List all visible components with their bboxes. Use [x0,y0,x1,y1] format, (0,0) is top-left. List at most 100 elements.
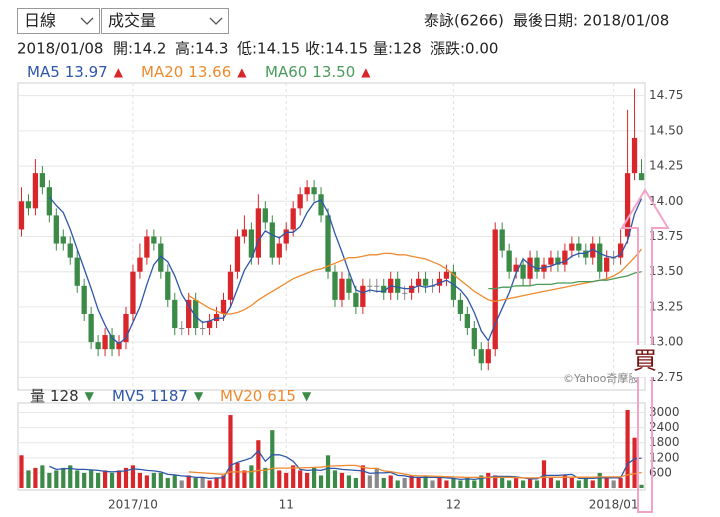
candle-body [499,229,505,251]
volume-bar [270,430,275,488]
candle-body [597,243,603,272]
volume-bar [277,470,282,488]
volume-bar [527,477,533,488]
x-tick-label: 2017/10 [108,498,158,512]
buy-box [632,345,658,377]
candle-body [227,271,234,300]
volume-bar [256,440,261,488]
volume-bar [402,477,407,488]
legend-arrow: ▲ [361,65,371,79]
candle-body [18,201,25,230]
volume-bar [346,475,352,488]
candle-body [436,278,443,286]
quote-item: 量:128 [373,40,422,58]
volume-bar [235,462,240,488]
quote-item: 低:14.15 [237,40,300,58]
candle-body [492,229,498,350]
volume-bar [562,475,567,488]
candle-body [339,278,345,300]
candle-body [506,250,512,272]
y-tick-label: 14.50 [649,123,683,137]
candle-body [520,264,526,279]
candle-body [67,243,73,258]
legend-value: 128 [50,387,79,405]
volume-bar [507,480,512,488]
volume-bar [625,410,630,488]
x-tick-label: 2018/01 [589,498,639,512]
volume-bar [151,472,156,488]
legend-name: MV20 [220,387,262,405]
quote-item: 開:14.2 [113,40,166,58]
candle-body [381,285,387,293]
legend-item: 量 128 ▼ [30,387,95,405]
candle-body [25,201,32,209]
candle-body [332,271,338,300]
volume-bar [409,475,414,488]
volume-bar [214,477,219,488]
volume-bar [451,477,456,488]
volume-frame [17,402,646,491]
volume-bar [61,467,66,488]
candle-body [541,264,547,272]
legend-value: 13.66 [188,63,231,81]
candle-body [395,278,401,293]
volume-bar [458,480,463,488]
volume-bar [374,467,379,488]
volume-bar [353,477,358,488]
candle-body [318,194,324,216]
quote-item: 高:14.3 [175,40,228,58]
candle-body [464,313,470,329]
candle-body [262,208,268,223]
volume-bar [144,475,149,488]
volume-bar [416,477,421,488]
candle-body [186,299,192,329]
candle-body [81,285,87,314]
legend-item: MV5 1187 ▼ [112,387,204,405]
legend-value: 615 [267,387,296,405]
volume-bar [26,470,31,488]
volume-bar [242,470,247,488]
volume-bar [249,465,254,488]
candle-body [158,243,164,272]
candle-body [283,229,289,244]
candle-body [624,173,631,237]
candle-body [144,236,150,258]
candle-body [583,250,589,258]
candle-body [325,215,331,272]
volume-bar [305,472,310,488]
legend-name: MV5 [112,387,145,405]
legend-value: 13.50 [312,63,355,81]
y-tick-label: 1200 [649,450,680,464]
volume-bar [493,475,498,488]
last-date: 最後日期: 2018/01/08 [513,12,669,30]
candle-body [130,271,136,314]
volume-bar [40,465,45,488]
legend-value: 1187 [150,387,188,405]
candle-body [60,236,66,244]
candle-body [346,278,352,293]
volume-bar [186,475,191,488]
volume-bar [179,480,184,488]
candle-body [617,243,624,258]
legend-item: MA5 13.97 ▲ [27,63,124,81]
candle-body [206,320,213,329]
indicator-select[interactable]: 成交量 [101,8,229,34]
legend-arrow: ▲ [114,65,124,79]
candle-body [402,292,408,294]
chevron [80,17,94,25]
volume-bar [381,477,386,488]
legend-name: MA20 [141,63,183,81]
volume-bar [200,477,205,488]
volume-bar [597,472,602,488]
volume-bar [291,465,296,488]
y-tick-label: 13.50 [649,264,683,278]
ma-line [188,248,642,315]
legend-name: MA60 [265,63,307,81]
volume-bar [465,477,470,488]
period-select[interactable]: 日線 [17,8,100,34]
candle-body [367,285,373,287]
candle-body [297,194,303,209]
candle-body [109,335,115,350]
x-tick-label: 12 [446,498,461,512]
volume-bar [479,475,484,488]
